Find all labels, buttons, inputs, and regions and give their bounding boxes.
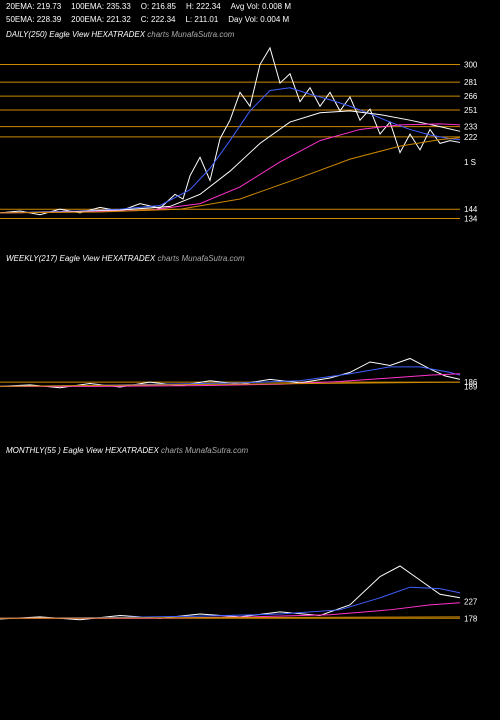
weekly-panel: WEEKLY(217) Eagle View HEXATRADEX charts…: [0, 250, 500, 442]
svg-text:251: 251: [464, 106, 478, 115]
weekly-chart: 186189: [0, 250, 500, 442]
svg-text:281: 281: [464, 78, 478, 87]
avgvol-label: Avg Vol: 0.008 M: [231, 2, 291, 11]
ema100-label: 100EMA: 235.33: [71, 2, 131, 11]
ema50-label: 50EMA: 228.39: [6, 15, 61, 24]
low-label: L: 211.01: [185, 15, 218, 24]
daily-title: DAILY(250) Eagle View HEXATRADEX charts …: [6, 30, 234, 39]
svg-text:227: 227: [464, 597, 478, 606]
open-label: O: 216.85: [141, 2, 176, 11]
indicator-header: 20EMA: 219.73 100EMA: 235.33 O: 216.85 H…: [0, 0, 500, 13]
svg-text:222: 222: [464, 133, 478, 142]
svg-text:266: 266: [464, 92, 478, 101]
monthly-chart: 178 227: [0, 442, 500, 672]
svg-text:189: 189: [464, 382, 478, 391]
ema20-label: 20EMA: 219.73: [6, 2, 61, 11]
dayvol-label: Day Vol: 0.004 M: [228, 15, 289, 24]
svg-text:233: 233: [464, 123, 478, 132]
daily-panel: DAILY(250) Eagle View HEXATRADEX charts …: [0, 26, 500, 250]
monthly-title: MONTHLY(55 ) Eagle View HEXATRADEX chart…: [6, 446, 248, 455]
svg-text:178: 178: [464, 614, 478, 623]
weekly-title: WEEKLY(217) Eagle View HEXATRADEX charts…: [6, 254, 245, 263]
svg-text:300: 300: [464, 61, 478, 70]
ema200-label: 200EMA: 221.32: [71, 15, 131, 24]
svg-text:134: 134: [464, 214, 478, 223]
high-label: H: 222.34: [186, 2, 221, 11]
svg-text:144: 144: [464, 205, 478, 214]
daily-chart: 300 281 266 251 233222 144134 1 S: [0, 26, 500, 250]
svg-text:1 S: 1 S: [464, 158, 476, 167]
close-label: C: 222.34: [141, 15, 176, 24]
monthly-panel: MONTHLY(55 ) Eagle View HEXATRADEX chart…: [0, 442, 500, 672]
indicator-header-2: 50EMA: 228.39 200EMA: 221.32 C: 222.34 L…: [0, 13, 500, 26]
